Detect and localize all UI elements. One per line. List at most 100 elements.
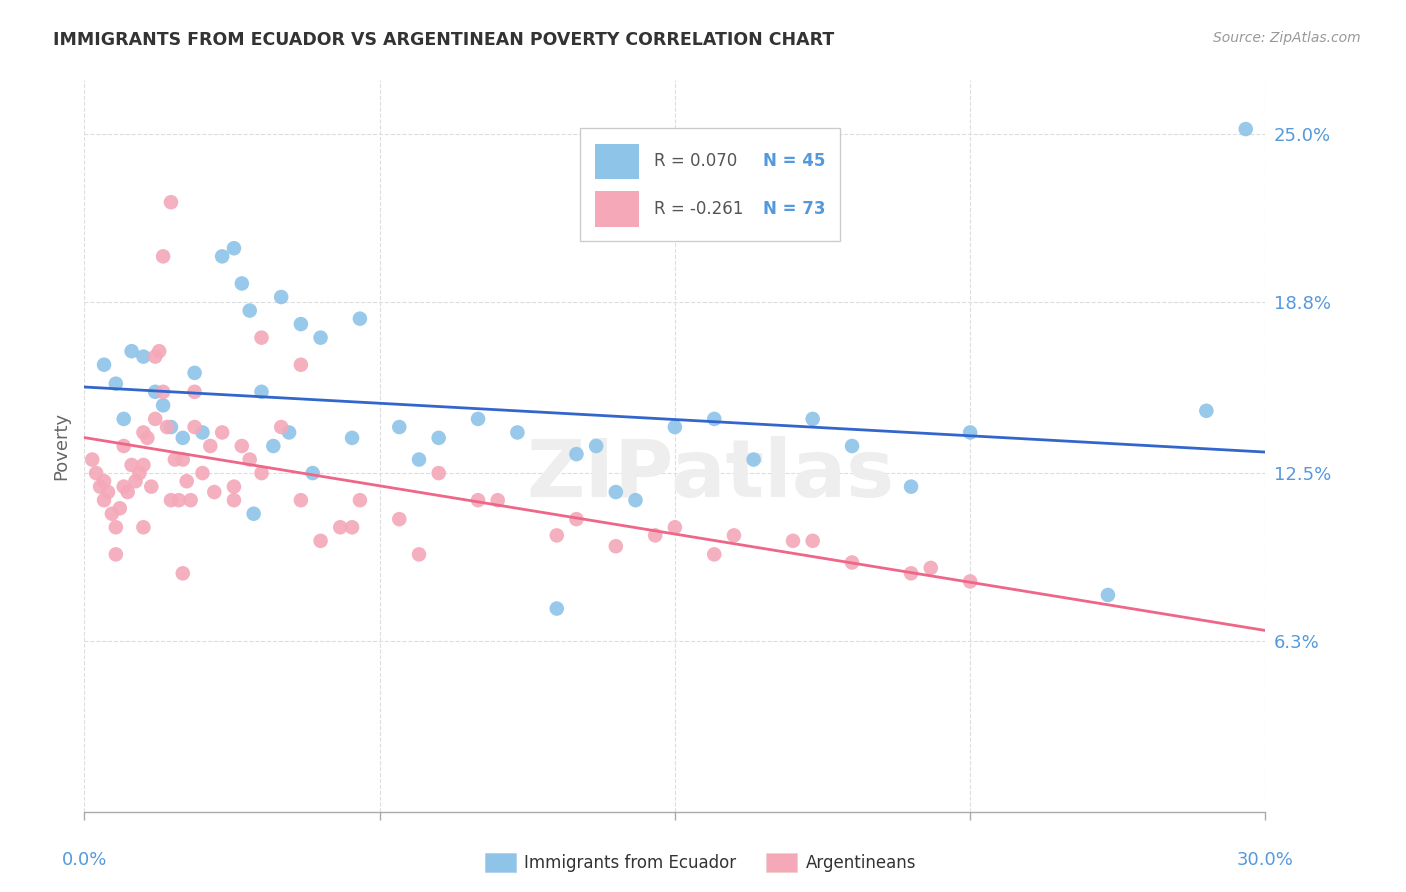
Point — [900, 566, 922, 581]
Point — [200, 439, 222, 453]
Point — [108, 501, 131, 516]
Point — [136, 431, 159, 445]
Text: IMMIGRANTS FROM ECUADOR VS ARGENTINEAN POVERTY CORRELATION CHART: IMMIGRANTS FROM ECUADOR VS ARGENTINEAN P… — [53, 31, 835, 49]
Point — [309, 331, 332, 345]
Point — [262, 439, 284, 453]
Text: Source: ZipAtlas.com: Source: ZipAtlas.com — [1213, 31, 1361, 45]
Point — [160, 195, 183, 210]
Point — [128, 466, 150, 480]
Point — [104, 520, 127, 534]
Point — [801, 533, 824, 548]
Point — [239, 303, 262, 318]
Point — [585, 439, 607, 453]
Point — [486, 493, 509, 508]
Text: 30.0%: 30.0% — [1237, 851, 1294, 869]
Point — [124, 474, 146, 488]
Point — [112, 480, 135, 494]
Point — [93, 493, 115, 508]
Point — [191, 425, 214, 440]
Point — [959, 425, 981, 440]
Point — [152, 384, 174, 399]
Point — [270, 420, 292, 434]
Point — [176, 474, 198, 488]
Point — [703, 412, 725, 426]
Point — [290, 317, 312, 331]
Point — [723, 528, 745, 542]
Point — [565, 447, 588, 461]
Point — [841, 556, 863, 570]
Point — [349, 493, 371, 508]
Text: Argentineans: Argentineans — [806, 854, 917, 871]
Point — [1097, 588, 1119, 602]
Point — [801, 412, 824, 426]
Point — [132, 458, 155, 472]
Point — [250, 466, 273, 480]
Point — [143, 412, 166, 426]
FancyBboxPatch shape — [595, 144, 640, 179]
Point — [703, 547, 725, 561]
Point — [624, 493, 647, 508]
Point — [290, 358, 312, 372]
Point — [290, 493, 312, 508]
Point — [167, 493, 190, 508]
Point — [121, 458, 143, 472]
Point — [101, 507, 124, 521]
Point — [132, 520, 155, 534]
Point — [97, 485, 120, 500]
Point — [156, 420, 179, 434]
Point — [93, 474, 115, 488]
Point — [160, 420, 183, 434]
Point — [172, 566, 194, 581]
Point — [222, 480, 245, 494]
Point — [112, 412, 135, 426]
Point — [222, 241, 245, 255]
Point — [506, 425, 529, 440]
Point — [152, 398, 174, 412]
Point — [427, 466, 450, 480]
Point — [191, 466, 214, 480]
Point — [1234, 122, 1257, 136]
Point — [104, 547, 127, 561]
Point — [132, 350, 155, 364]
Text: R = -0.261: R = -0.261 — [654, 200, 742, 218]
Point — [183, 384, 205, 399]
Point — [143, 350, 166, 364]
Point — [112, 439, 135, 453]
Point — [340, 520, 363, 534]
Point — [211, 425, 233, 440]
Point — [231, 277, 253, 291]
Point — [309, 533, 332, 548]
Text: 0.0%: 0.0% — [62, 851, 107, 869]
Point — [132, 425, 155, 440]
Y-axis label: Poverty: Poverty — [52, 412, 70, 480]
Point — [959, 574, 981, 589]
Point — [172, 452, 194, 467]
Point — [143, 384, 166, 399]
Point — [183, 366, 205, 380]
Text: N = 73: N = 73 — [763, 200, 825, 218]
Point — [408, 547, 430, 561]
Point — [301, 466, 323, 480]
Point — [104, 376, 127, 391]
Point — [920, 561, 942, 575]
Point — [340, 431, 363, 445]
Text: N = 45: N = 45 — [763, 153, 825, 170]
Point — [408, 452, 430, 467]
Point — [388, 512, 411, 526]
Point — [180, 493, 202, 508]
Point — [565, 512, 588, 526]
Point — [148, 344, 170, 359]
Point — [172, 431, 194, 445]
FancyBboxPatch shape — [595, 192, 640, 227]
Point — [427, 431, 450, 445]
Text: R = 0.070: R = 0.070 — [654, 153, 737, 170]
Point — [841, 439, 863, 453]
Point — [117, 485, 139, 500]
Point — [605, 539, 627, 553]
Point — [605, 485, 627, 500]
Point — [121, 344, 143, 359]
Point — [349, 311, 371, 326]
Point — [160, 493, 183, 508]
Point — [467, 412, 489, 426]
Point — [664, 520, 686, 534]
